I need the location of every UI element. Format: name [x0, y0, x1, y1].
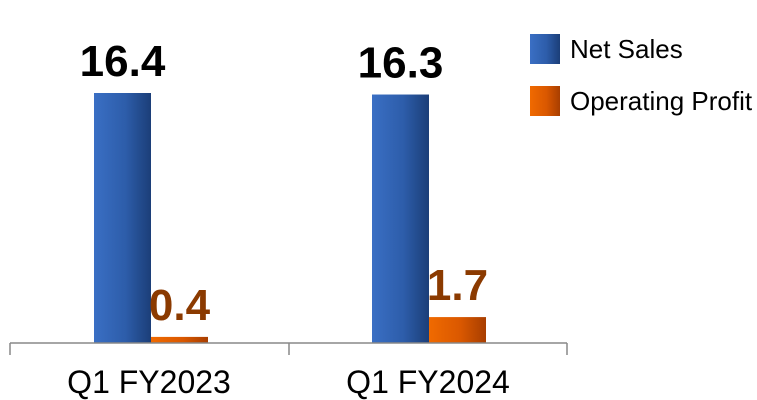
legend-label-net-sales: Net Sales: [570, 34, 683, 64]
legend: Net Sales Operating Profit: [530, 34, 753, 116]
bar-net-sales-q1-fy2024: [372, 94, 429, 344]
x-tick-label-q1-fy2023: Q1 FY2023: [67, 364, 231, 400]
bars-group: [94, 93, 486, 344]
bar-operating-profit-q1-fy2023: [151, 336, 208, 343]
legend-swatch-net-sales: [530, 34, 560, 64]
bar-operating-profit-q1-fy2024: [429, 317, 486, 343]
value-labels-group: 16.4 0.4 16.3 1.7: [80, 37, 488, 330]
category-labels-group: Q1 FY2023 Q1 FY2024: [67, 364, 510, 400]
data-label-net-sales-q1-fy2024: 16.3: [358, 39, 444, 88]
data-label-operating-profit-q1-fy2023: 0.4: [149, 281, 211, 330]
legend-label-operating-profit: Operating Profit: [570, 86, 753, 116]
data-label-net-sales-q1-fy2023: 16.4: [80, 37, 166, 86]
bar-net-sales-q1-fy2023: [94, 93, 151, 343]
data-label-operating-profit-q1-fy2024: 1.7: [427, 261, 488, 310]
legend-swatch-operating-profit: [530, 86, 560, 116]
x-tick-label-q1-fy2024: Q1 FY2024: [346, 364, 510, 400]
